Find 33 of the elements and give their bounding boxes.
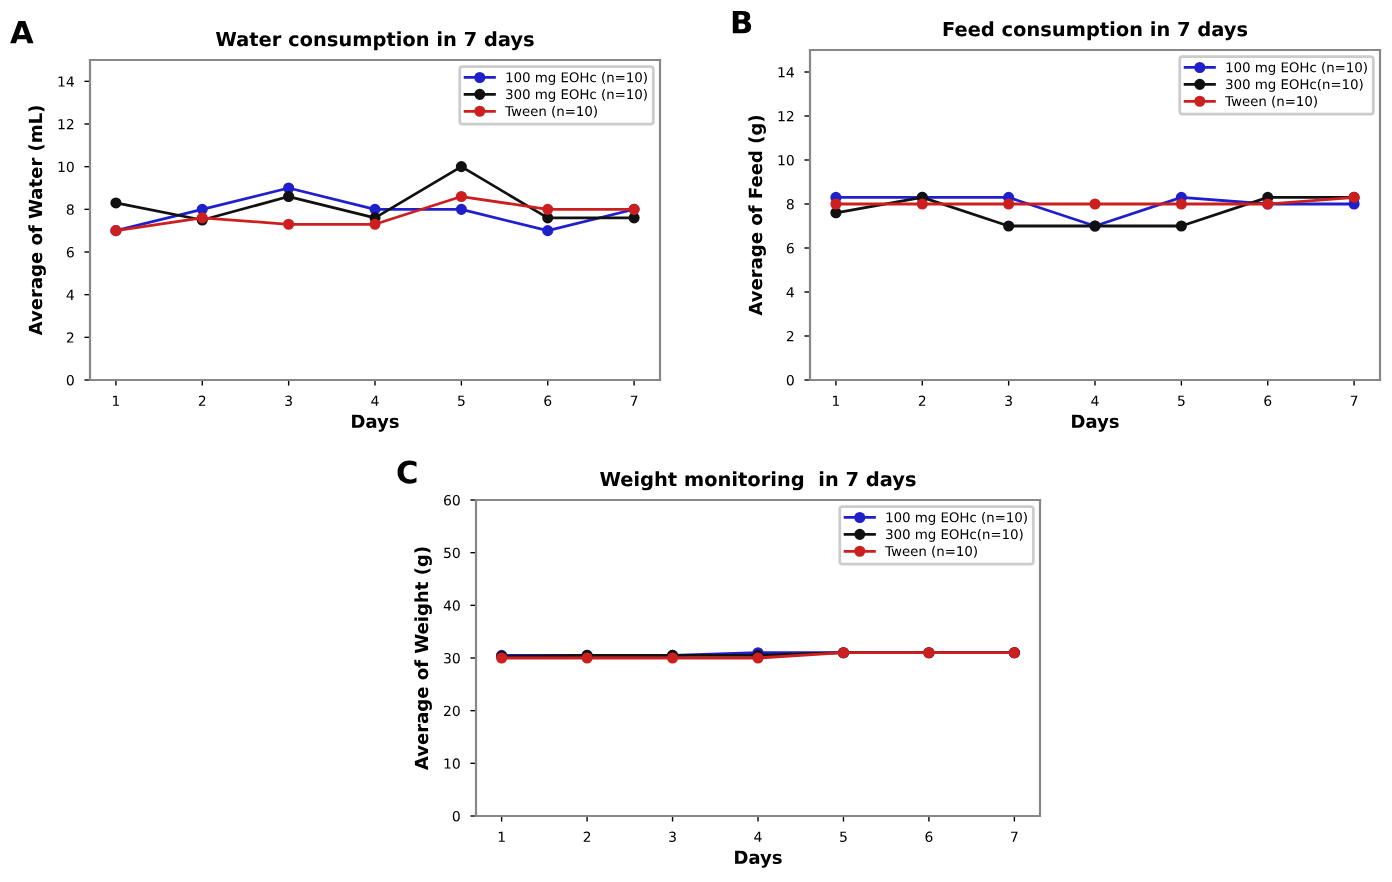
point xyxy=(283,218,295,230)
y-axis-title: Average of Feed (g) xyxy=(748,115,766,316)
text: B xyxy=(732,10,752,34)
y-axis-title: Average of Water (mL) xyxy=(28,106,46,336)
text: A xyxy=(10,20,34,44)
point xyxy=(283,182,295,194)
point xyxy=(110,197,122,209)
point xyxy=(542,225,554,237)
point xyxy=(830,207,842,219)
point xyxy=(542,212,554,224)
point xyxy=(455,190,467,203)
point xyxy=(1089,198,1101,210)
text: C xyxy=(397,460,417,484)
point xyxy=(455,203,467,215)
chart-title: Water consumption in 7 days xyxy=(215,31,534,51)
point xyxy=(369,203,381,215)
x-axis-title: Days xyxy=(352,414,399,432)
point xyxy=(455,161,467,173)
point xyxy=(830,198,842,210)
point xyxy=(1175,220,1187,232)
point xyxy=(1175,198,1187,210)
x-axis-title: Days xyxy=(735,850,782,868)
chart-title: Feed consumption in 7 days xyxy=(943,21,1248,41)
point xyxy=(542,203,554,215)
point xyxy=(1003,220,1015,232)
y-axis-title: Average of Weight (g) xyxy=(414,547,432,771)
chart-title: Weight monitoring in 7 days xyxy=(600,471,916,491)
point xyxy=(916,198,928,210)
point xyxy=(1003,198,1015,210)
point xyxy=(283,190,295,203)
point xyxy=(196,203,208,215)
point xyxy=(369,218,381,230)
x-axis-title: Days xyxy=(1072,414,1119,432)
